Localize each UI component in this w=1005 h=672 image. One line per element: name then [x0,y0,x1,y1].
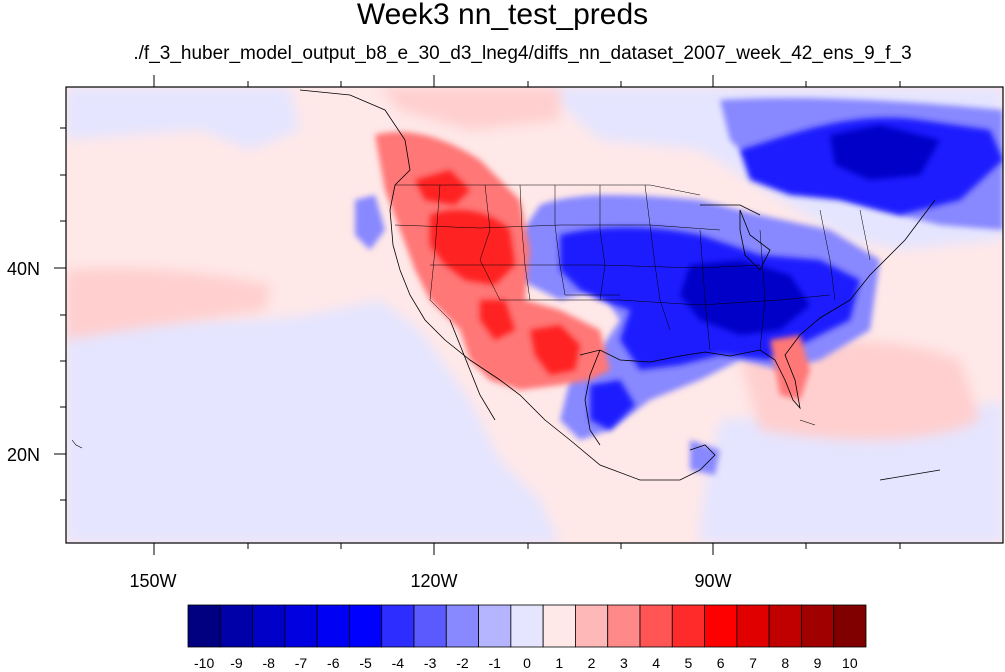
colorbar [187,604,867,648]
colorbar-tick-label: 6 [716,655,725,671]
deepest-negative-regions [680,125,940,335]
colorbar-swatch [801,604,835,648]
weak-positive-regions [66,87,980,440]
colorbar-swatch [736,604,770,648]
colorbar-swatch [607,604,641,648]
colorbar-tick-label: 10 [842,655,858,671]
colorbar-swatch [413,604,447,648]
colorbar-tick-label: 1 [555,655,564,671]
colorbar-swatch [284,604,318,648]
colorbar-swatch [445,604,479,648]
state-borders [394,184,871,351]
colorbar-tick-label: 5 [684,655,693,671]
strong-positive-regions [415,170,580,375]
islands [71,419,816,449]
colorbar-tick-label: 8 [781,655,790,671]
map-subtitle: ./f_3_huber_model_output_b8_e_30_d3_lneg… [133,43,912,64]
map-title: Week3 nn_test_preds [356,0,649,31]
colorbar-tick-label: 3 [619,655,628,671]
colorbar-tick-label: -6 [327,655,340,671]
coastlines [299,89,941,481]
colorbar-tick-label: 9 [813,655,822,671]
colorbar-swatch [639,604,673,648]
lon-tick-label-90w: 90W [694,571,732,591]
plot-area [66,87,1003,543]
colorbar-tick-label: -1 [488,655,501,671]
lon-tick-label-120w: 120W [410,571,458,591]
colorbar-swatch [349,604,383,648]
colorbar-swatch [510,604,544,648]
colorbar-swatch [478,604,512,648]
colorbar-tick-label: 0 [523,655,531,671]
colorbar-swatch [187,604,221,648]
colorbar-tick-label: 2 [587,655,596,671]
lat-tick-label-40n: 40N [6,259,40,279]
colorbar-swatch [575,604,609,648]
colorbar-swatch [833,604,867,648]
tick-marks [54,75,901,555]
lon-tick-label-150w: 150W [129,571,177,591]
colorbar-swatch [768,604,802,648]
colorbar-swatch [219,604,253,648]
colorbar-tick-label: -2 [456,655,469,671]
colorbar-tick-label: 4 [652,655,661,671]
lat-tick-label-20n: 20N [6,445,40,465]
colorbar-swatch [316,604,350,648]
colorbar-tick-label: -5 [359,655,372,671]
colorbar-swatch [252,604,286,648]
colorbar-tick-label: -4 [391,655,405,671]
colorbar-swatch [542,604,576,648]
colorbar-tick-label: -8 [262,655,275,671]
colorbar-tick-label: 7 [749,655,757,671]
colorbar-swatch [381,604,415,648]
colorbar-swatch [704,604,738,648]
colorbar-tick-label: -7 [294,655,308,671]
colorbar-tick-label: -9 [230,655,243,671]
colorbar-tick-label: -10 [194,655,215,671]
colorbar-swatch [671,604,705,648]
colorbar-tick-label: -3 [423,655,437,671]
